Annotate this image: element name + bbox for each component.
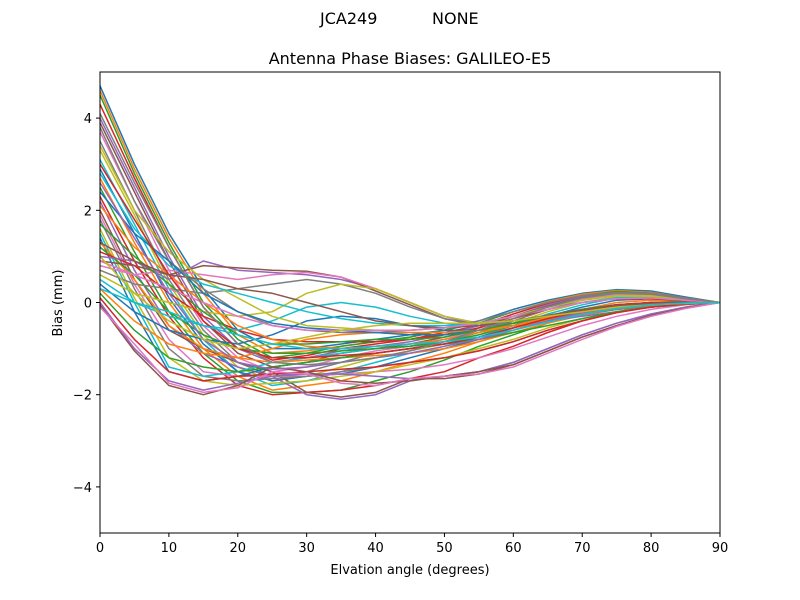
- x-tick-label: 30: [298, 541, 315, 556]
- y-tick-label: −2: [73, 389, 92, 404]
- y-tick-label: −4: [73, 481, 92, 496]
- chart-title: Antenna Phase Biases: GALILEO-E5: [269, 49, 552, 68]
- plot-lines: [99, 85, 721, 401]
- series-line: [99, 113, 721, 366]
- series-line: [99, 214, 721, 378]
- x-tick-label: 40: [367, 541, 384, 556]
- series-line: [99, 288, 721, 350]
- series-line: [99, 260, 721, 331]
- x-tick-label: 70: [574, 541, 591, 556]
- series-line: [99, 241, 720, 329]
- series-line: [99, 163, 720, 359]
- x-tick-label: 90: [712, 541, 729, 556]
- x-tick-label: 50: [436, 541, 453, 556]
- x-axis: 0 10 20 30 40 50 60 70 80 90: [96, 533, 728, 556]
- suptitle-radome: NONE: [432, 9, 479, 28]
- series-line: [99, 301, 721, 394]
- x-tick-label: 10: [161, 541, 178, 556]
- x-tick-label: 20: [230, 541, 247, 556]
- x-tick-label: 0: [96, 541, 104, 556]
- series-line: [99, 168, 721, 382]
- x-tick-label: 80: [643, 541, 660, 556]
- y-axis-label: Bias (mm): [51, 270, 66, 337]
- series-line: [99, 255, 721, 350]
- series-line: [99, 297, 721, 382]
- x-axis-label: Elvation angle (degrees): [330, 563, 489, 578]
- suptitle-station: JCA249: [319, 9, 377, 28]
- y-axis: −4 −2 0 2 4: [73, 112, 100, 496]
- y-tick-label: 2: [84, 204, 92, 219]
- x-tick-label: 60: [505, 541, 522, 556]
- y-tick-label: 4: [84, 112, 92, 127]
- series-line: [99, 301, 721, 396]
- y-tick-label: 0: [84, 297, 92, 312]
